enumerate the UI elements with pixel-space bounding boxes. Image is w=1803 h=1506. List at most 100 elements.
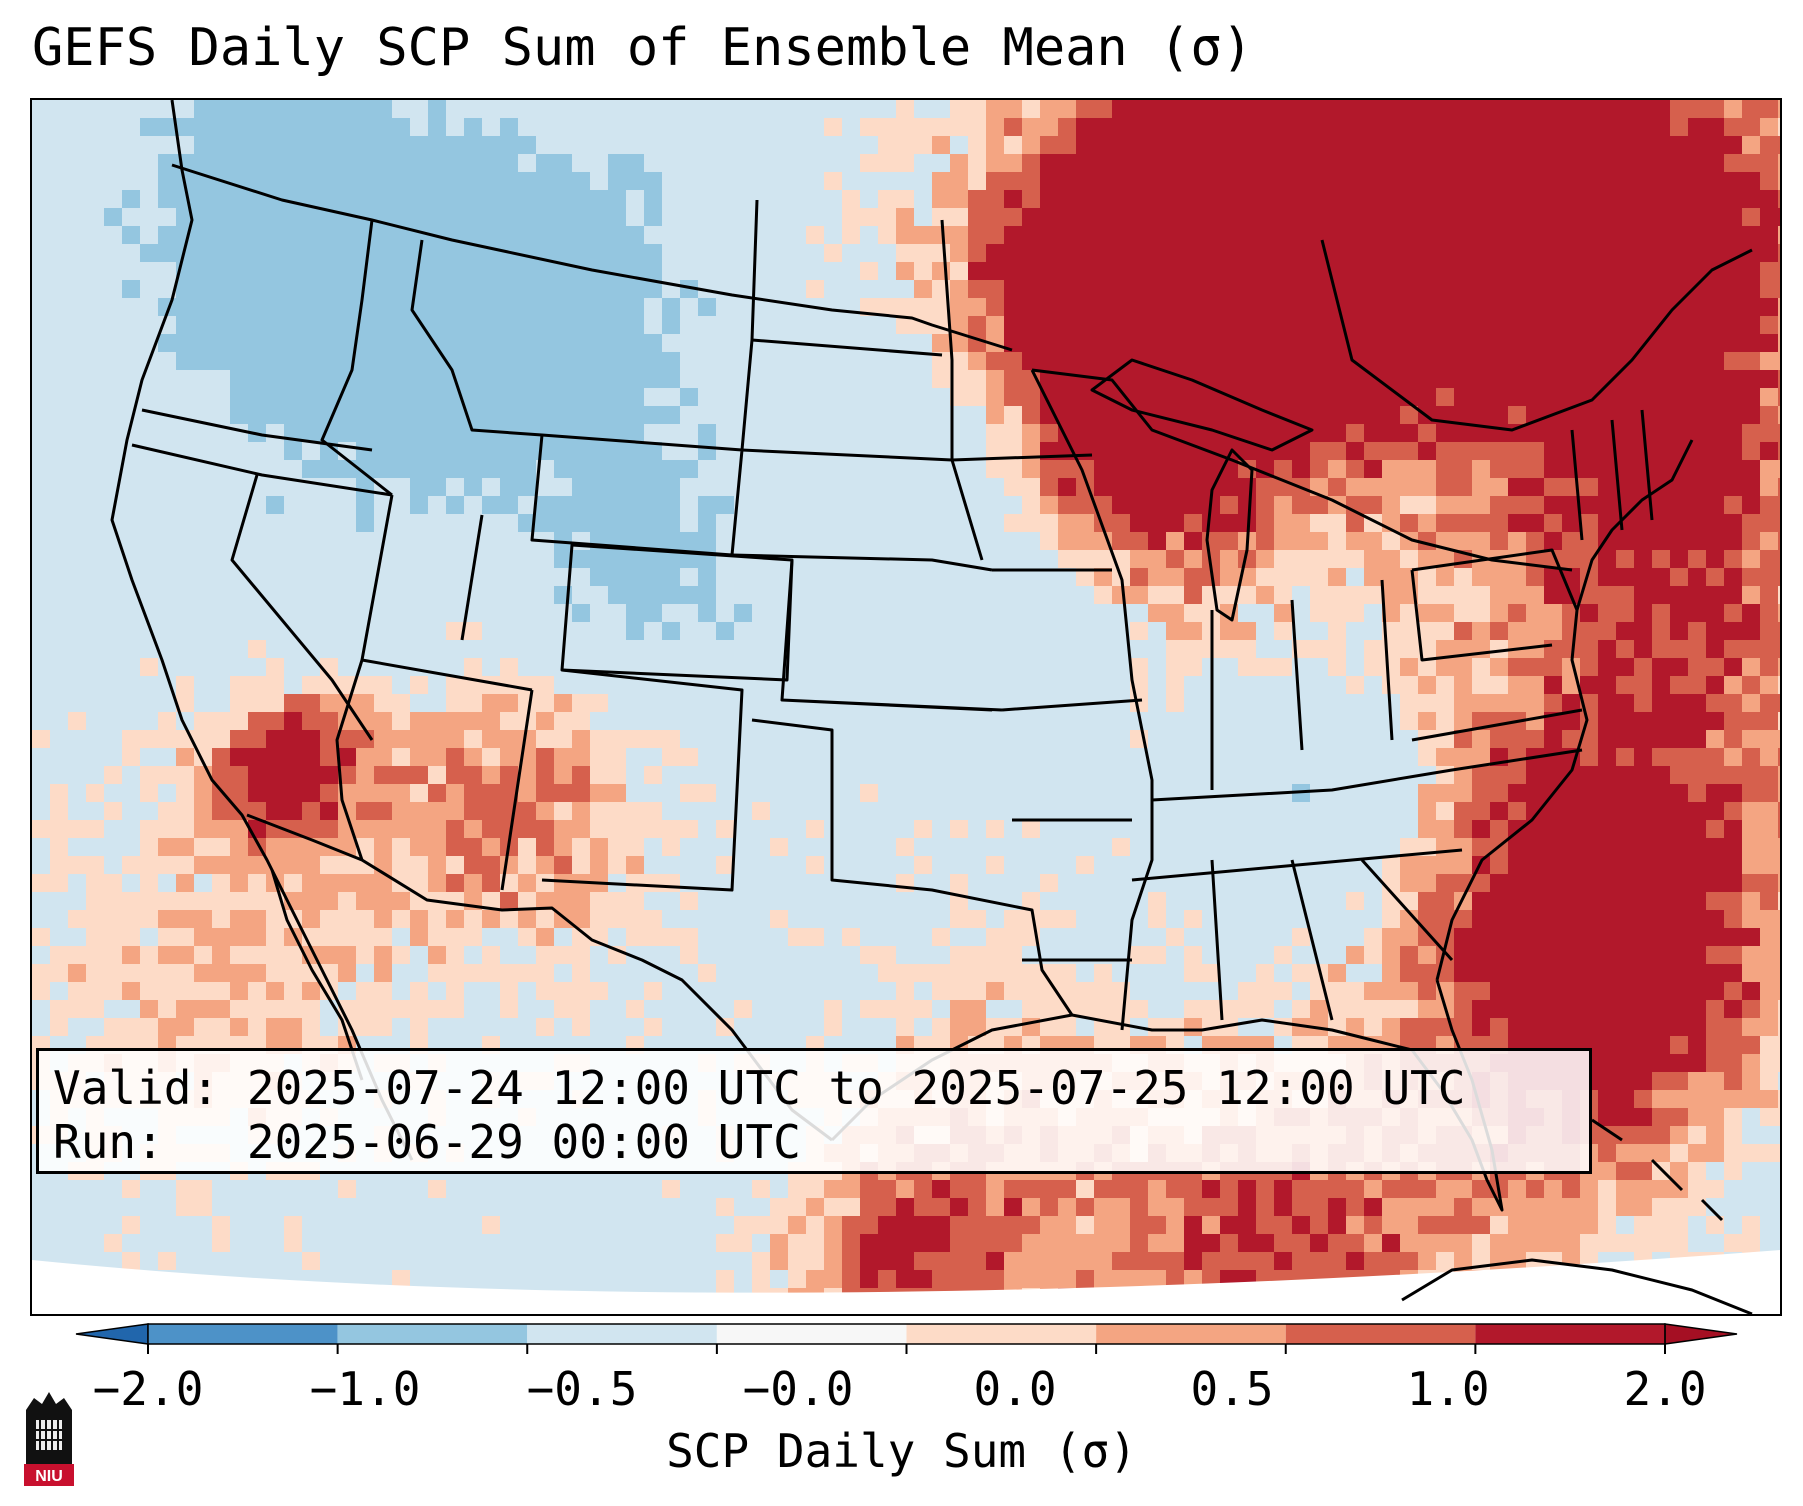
grid-cell (1400, 190, 1418, 208)
grid-cell (482, 388, 500, 406)
grid-cell (1706, 388, 1724, 406)
grid-cell (1562, 910, 1580, 928)
grid-cell (1652, 586, 1670, 604)
grid-cell (1670, 1126, 1688, 1144)
grid-cell (1238, 658, 1256, 676)
grid-cell (1076, 856, 1094, 874)
grid-cell (1778, 766, 1780, 784)
grid-cell (860, 946, 878, 964)
grid-cell (194, 838, 212, 856)
grid-cell (1256, 532, 1274, 550)
grid-cell (896, 1252, 914, 1270)
grid-cell (1598, 406, 1616, 424)
grid-cell (662, 478, 680, 496)
grid-cell (554, 766, 572, 784)
grid-cell (536, 496, 554, 514)
grid-cell (1598, 460, 1616, 478)
grid-cell (500, 766, 518, 784)
grid-cell (1148, 388, 1166, 406)
grid-cell (428, 820, 446, 838)
grid-cell (1004, 280, 1022, 298)
grid-cell (1778, 118, 1780, 136)
grid-cell (284, 172, 302, 190)
grid-cell (1454, 1252, 1472, 1270)
grid-cell (1598, 496, 1616, 514)
grid-cell (1634, 766, 1652, 784)
grid-cell (986, 1234, 1004, 1252)
grid-cell (1598, 1216, 1616, 1234)
grid-cell (122, 748, 140, 766)
grid-cell (662, 874, 680, 892)
grid-cell (1364, 442, 1382, 460)
grid-cell (266, 766, 284, 784)
grid-cell (392, 280, 410, 298)
grid-cell (608, 226, 626, 244)
grid-cell (554, 1000, 572, 1018)
grid-cell (1364, 334, 1382, 352)
grid-cell (1616, 460, 1634, 478)
grid-cell (572, 1018, 590, 1036)
grid-cell (1256, 244, 1274, 262)
grid-cell (536, 730, 554, 748)
grid-cell (554, 550, 572, 568)
grid-cell (1346, 1216, 1364, 1234)
chart-title: GEFS Daily SCP Sum of Ensemble Mean (σ) (32, 18, 1253, 78)
grid-cell (698, 532, 716, 550)
grid-cell (1076, 280, 1094, 298)
grid-cell (374, 136, 392, 154)
grid-cell (1472, 478, 1490, 496)
grid-cell (806, 1270, 824, 1288)
grid-cell (1724, 1162, 1742, 1180)
grid-cell (1688, 298, 1706, 316)
grid-cell (1274, 316, 1292, 334)
grid-cell (266, 730, 284, 748)
grid-cell (212, 334, 230, 352)
grid-cell (1652, 1126, 1670, 1144)
grid-cell (464, 478, 482, 496)
grid-cell (1598, 964, 1616, 982)
grid-cell (1508, 208, 1526, 226)
grid-cell (338, 730, 356, 748)
grid-cell (1058, 280, 1076, 298)
grid-cell (1742, 532, 1760, 550)
grid-cell (1562, 370, 1580, 388)
grid-cell (1616, 712, 1634, 730)
grid-cell (1310, 460, 1328, 478)
grid-cell (284, 1000, 302, 1018)
grid-cell (230, 892, 248, 910)
grid-cell (896, 118, 914, 136)
grid-cell (950, 1180, 968, 1198)
grid-cell (986, 280, 1004, 298)
grid-cell (950, 280, 968, 298)
grid-cell (1292, 550, 1310, 568)
grid-cell (1112, 1252, 1130, 1270)
grid-cell (572, 784, 590, 802)
grid-cell (608, 802, 626, 820)
grid-cell (1436, 334, 1454, 352)
grid-cell (1634, 712, 1652, 730)
grid-cell (1382, 478, 1400, 496)
nv-ut-az-line (335, 494, 394, 861)
grid-cell (1526, 658, 1544, 676)
grid-cell (1256, 118, 1274, 136)
grid-cell (644, 550, 662, 568)
grid-cell (1220, 334, 1238, 352)
grid-cell (1382, 928, 1400, 946)
grid-cell (410, 676, 428, 694)
grid-cell (1112, 262, 1130, 280)
grid-cell (1328, 190, 1346, 208)
grid-cell (1778, 910, 1780, 928)
grid-cell (1058, 226, 1076, 244)
grid-cell (266, 208, 284, 226)
grid-cell (392, 226, 410, 244)
grid-cell (1040, 226, 1058, 244)
grid-cell (1634, 208, 1652, 226)
grid-cell (1166, 226, 1184, 244)
grid-cell (1508, 928, 1526, 946)
grid-cell (1490, 766, 1508, 784)
grid-cell (446, 838, 464, 856)
grid-cell (284, 226, 302, 244)
grid-cell (1472, 100, 1490, 118)
grid-cell (1616, 982, 1634, 1000)
grid-cell (338, 892, 356, 910)
